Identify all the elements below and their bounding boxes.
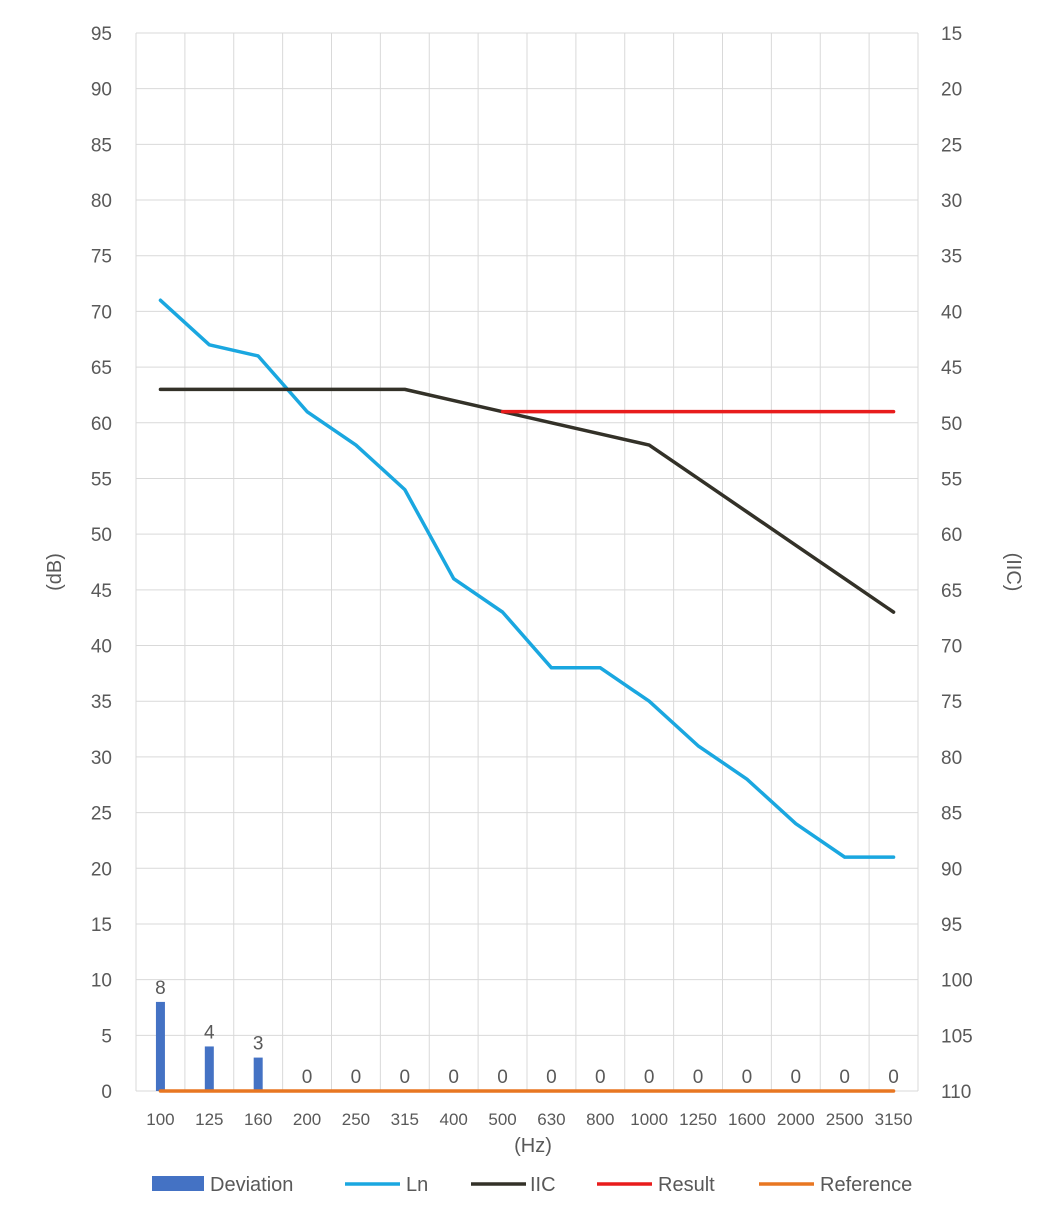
y-tick-label: 30 (91, 748, 112, 769)
deviation-data-label: 0 (351, 1067, 362, 1088)
deviation-data-label: 0 (693, 1067, 704, 1088)
y-tick-label: 10 (91, 971, 112, 992)
y-tick-label: 70 (91, 302, 112, 323)
y-tick-label: 40 (91, 637, 112, 658)
y-tick-label: 90 (91, 80, 112, 101)
deviation-data-labels: 8 4 3 0 0 0 0 0 0 0 0 0 0 0 0 0 (155, 978, 899, 1088)
x-tick-label: 100 (146, 1110, 174, 1129)
deviation-bar (253, 1057, 263, 1091)
y2-tick-label: 35 (941, 247, 962, 268)
deviation-data-label: 0 (400, 1067, 411, 1088)
x-axis-ticks: 100 125 160 200 250 315 400 500 630 800 1000 1250 16… (146, 1110, 912, 1129)
x-tick-label: 2000 (777, 1110, 815, 1129)
legend-label-reference: Reference (820, 1174, 912, 1196)
x-tick-label: 160 (244, 1110, 272, 1129)
y-tick-label: 65 (91, 358, 112, 379)
y2-tick-label: 80 (941, 748, 962, 769)
deviation-data-label: 3 (253, 1034, 264, 1055)
deviation-data-label: 0 (497, 1067, 508, 1088)
x-tick-label: 1250 (679, 1110, 717, 1129)
y2-tick-label: 110 (941, 1082, 971, 1103)
y2-tick-label: 95 (941, 915, 962, 936)
x-tick-label: 1000 (630, 1110, 668, 1129)
y-tick-label: 60 (91, 414, 112, 435)
y2-tick-label: 30 (941, 191, 962, 212)
x-tick-label: 1600 (728, 1110, 766, 1129)
legend-label-result: Result (658, 1174, 715, 1196)
y-tick-label: 50 (91, 525, 112, 546)
x-axis-label: (Hz) (514, 1135, 552, 1157)
y-tick-label: 95 (91, 24, 112, 45)
y-tick-label: 15 (91, 915, 112, 936)
y-tick-label: 85 (91, 135, 112, 156)
series-line-iic (158, 387, 896, 614)
y2-tick-label: 90 (941, 859, 962, 880)
y2-tick-label: 60 (941, 525, 962, 546)
deviation-data-label: 0 (839, 1067, 850, 1088)
y-tick-label: 55 (91, 469, 112, 490)
right-axis-ticks: 110 105 100 95 90 85 80 75 70 65 60 55 50 45 40 35 30 25 2… (941, 24, 973, 1103)
legend-label-ln: Ln (406, 1174, 428, 1196)
y2-tick-label: 25 (941, 135, 962, 156)
legend: Deviation Ln IIC Result Reference (152, 1174, 912, 1196)
x-tick-label: 800 (586, 1110, 614, 1129)
y-tick-label: 20 (91, 859, 112, 880)
x-tick-label: 3150 (875, 1110, 913, 1129)
legend-label-deviation: Deviation (210, 1174, 293, 1196)
x-tick-label: 400 (440, 1110, 468, 1129)
deviation-data-label: 0 (302, 1067, 313, 1088)
y2-tick-label: 70 (941, 637, 962, 658)
deviation-data-label: 0 (595, 1067, 606, 1088)
deviation-bar (155, 1001, 165, 1091)
deviation-data-label: 0 (742, 1067, 753, 1088)
left-axis-ticks: 0 5 10 15 20 25 30 35 40 45 50 55 60 65 70 75 80 85 90 95 (91, 24, 112, 1103)
deviation-data-label: 8 (155, 978, 166, 999)
x-tick-label: 2500 (826, 1110, 864, 1129)
y2-tick-label: 20 (941, 80, 962, 101)
deviation-data-label: 0 (888, 1067, 899, 1088)
y2-tick-label: 75 (941, 692, 962, 713)
x-tick-label: 125 (195, 1110, 223, 1129)
y2-axis-label: (IIC) (1002, 553, 1024, 592)
deviation-data-label: 0 (644, 1067, 655, 1088)
y2-tick-label: 100 (941, 971, 973, 992)
y2-tick-label: 105 (941, 1026, 973, 1047)
x-tick-label: 315 (391, 1110, 419, 1129)
gridlines (135, 32, 919, 1092)
y-axis-label: (dB) (44, 553, 66, 591)
x-tick-label: 250 (342, 1110, 370, 1129)
y2-tick-label: 40 (941, 302, 962, 323)
y-tick-label: 35 (91, 692, 112, 713)
series-line-ln (158, 298, 896, 859)
y-tick-label: 45 (91, 581, 112, 602)
y2-tick-label: 65 (941, 581, 962, 602)
x-tick-label: 630 (537, 1110, 565, 1129)
deviation-data-label: 4 (204, 1022, 215, 1043)
y2-tick-label: 55 (941, 469, 962, 490)
y-tick-label: 0 (101, 1082, 112, 1103)
x-tick-label: 200 (293, 1110, 321, 1129)
deviation-bar (204, 1046, 214, 1091)
y2-tick-label: 45 (941, 358, 962, 379)
y-tick-label: 75 (91, 247, 112, 268)
legend-label-iic: IIC (530, 1174, 556, 1196)
series-lines (158, 298, 896, 1093)
deviation-bars (155, 1001, 263, 1091)
y-tick-label: 80 (91, 191, 112, 212)
legend-swatch-deviation (152, 1176, 204, 1191)
x-tick-label: 500 (488, 1110, 516, 1129)
deviation-data-label: 0 (448, 1067, 459, 1088)
y2-tick-label: 15 (941, 24, 962, 45)
y-tick-label: 5 (101, 1026, 112, 1047)
deviation-data-label: 0 (546, 1067, 557, 1088)
y2-tick-label: 50 (941, 414, 962, 435)
y2-tick-label: 85 (941, 804, 962, 825)
deviation-data-label: 0 (791, 1067, 802, 1088)
y-tick-label: 25 (91, 804, 112, 825)
